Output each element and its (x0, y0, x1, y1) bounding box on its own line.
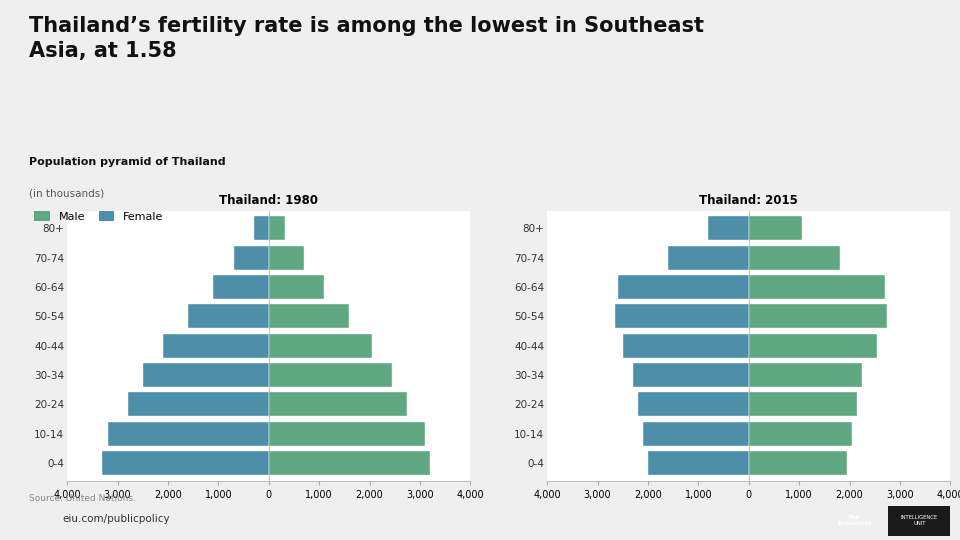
Bar (269, 451, 430, 475)
Text: (in thousands): (in thousands) (29, 189, 104, 199)
Bar (269, 275, 324, 299)
Bar (749, 422, 852, 446)
Bar (618, 275, 749, 299)
Bar (623, 334, 749, 357)
Bar (233, 246, 269, 269)
Text: Thailand’s fertility rate is among the lowest in Southeast
Asia, at 1.58: Thailand’s fertility rate is among the l… (29, 16, 704, 61)
Bar (269, 304, 349, 328)
Bar (269, 422, 425, 446)
Bar (143, 363, 269, 387)
Bar (163, 334, 269, 357)
Bar (615, 304, 749, 328)
Legend: Male, Female: Male, Female (35, 211, 163, 221)
Bar (668, 246, 749, 269)
Bar (128, 392, 269, 416)
Text: eiu.com/publicpolicy: eiu.com/publicpolicy (62, 515, 170, 524)
Bar (108, 422, 269, 446)
Bar (269, 363, 393, 387)
Bar (269, 334, 372, 357)
Text: Population pyramid of Thailand: Population pyramid of Thailand (29, 157, 226, 167)
Bar (269, 216, 285, 240)
Text: INTELLIGENCE
UNIT: INTELLIGENCE UNIT (900, 515, 938, 525)
Bar (188, 304, 269, 328)
Bar (888, 506, 950, 536)
Bar (708, 216, 749, 240)
Bar (749, 451, 847, 475)
Bar (749, 216, 802, 240)
Bar (749, 363, 862, 387)
Text: Source: United Nations.: Source: United Nations. (29, 494, 135, 503)
Bar (749, 304, 887, 328)
Bar (633, 363, 749, 387)
Bar (213, 275, 269, 299)
Bar (749, 334, 877, 357)
Bar (253, 216, 269, 240)
Title: Thailand: 2015: Thailand: 2015 (700, 194, 798, 207)
Bar (749, 246, 839, 269)
Bar (637, 392, 749, 416)
Bar (749, 392, 857, 416)
Title: Thailand: 1980: Thailand: 1980 (219, 194, 319, 207)
Bar (643, 422, 749, 446)
Bar (269, 246, 304, 269)
Bar (749, 275, 885, 299)
Text: The
Economist: The Economist (837, 515, 872, 525)
Bar (103, 451, 269, 475)
Bar (269, 392, 407, 416)
Bar (648, 451, 749, 475)
